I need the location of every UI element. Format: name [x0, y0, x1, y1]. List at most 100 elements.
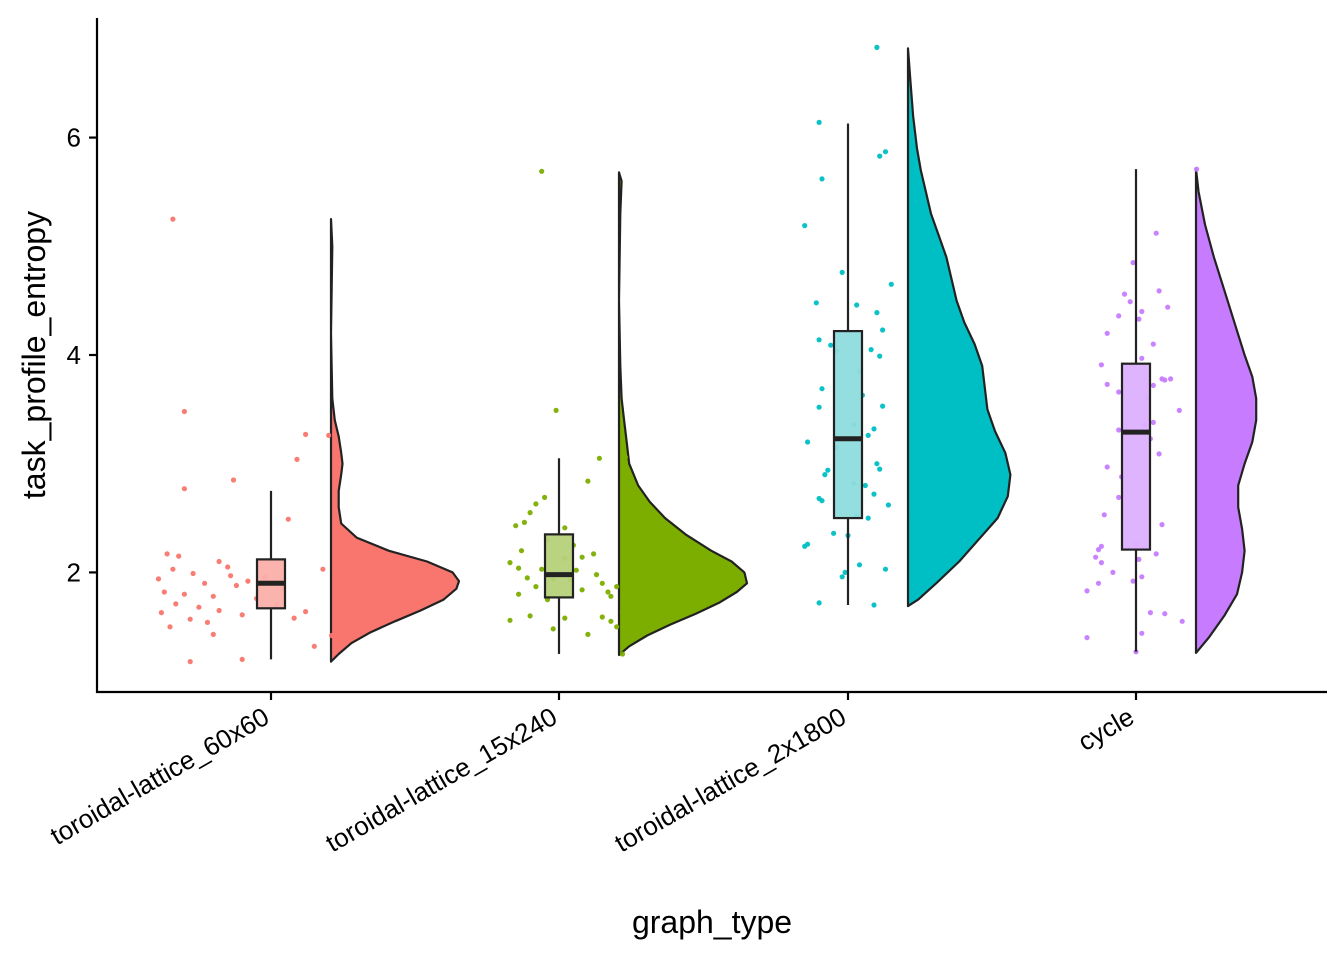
x-tick-label: cycle: [1073, 701, 1139, 757]
data-point: [871, 602, 877, 608]
data-point: [516, 591, 522, 597]
data-point: [1159, 522, 1165, 528]
data-point: [181, 408, 187, 415]
data-point: [173, 601, 179, 607]
x-tick-label: toroidal-lattice_2x1800: [609, 701, 851, 858]
data-point: [822, 472, 828, 478]
data-point: [614, 624, 620, 630]
data-point: [871, 426, 877, 432]
data-point: [874, 461, 880, 467]
data-point: [868, 347, 874, 353]
box-toroidal-lattice_2x1800: [832, 329, 864, 520]
data-point: [593, 572, 600, 578]
data-point: [816, 600, 822, 606]
data-point: [516, 565, 522, 571]
data-point: [524, 575, 530, 581]
data-point: [1139, 308, 1145, 315]
data-point: [585, 478, 591, 484]
data-point: [527, 509, 533, 516]
data-point: [1168, 376, 1174, 382]
data-point: [1130, 578, 1136, 584]
data-point: [225, 564, 231, 570]
data-point: [233, 582, 239, 589]
data-point: [210, 593, 216, 599]
data-point: [1136, 556, 1142, 563]
data-point: [865, 515, 871, 521]
x-tick-label: toroidal-lattice_60x60: [45, 701, 274, 851]
data-point: [885, 502, 892, 508]
data-point: [1130, 260, 1136, 266]
data-point: [802, 543, 808, 549]
data-point: [1153, 551, 1159, 557]
data-point: [326, 432, 332, 438]
data-point: [303, 431, 309, 437]
data-point: [579, 587, 585, 593]
data-point: [1139, 574, 1145, 580]
data-point: [1098, 362, 1104, 368]
data-point: [842, 569, 848, 576]
data-point: [187, 616, 193, 622]
data-point: [294, 456, 300, 462]
data-point: [320, 566, 326, 572]
series-toroidal-lattice_60x60: [155, 216, 461, 665]
data-point: [585, 631, 591, 638]
data-point: [877, 153, 883, 159]
data-point: [311, 643, 317, 649]
data-point: [216, 558, 222, 565]
data-point: [813, 300, 819, 306]
data-point: [562, 525, 568, 531]
data-point: [1095, 547, 1102, 553]
data-point: [828, 342, 834, 348]
data-point: [877, 466, 883, 472]
data-point: [805, 439, 811, 445]
data-point: [1121, 291, 1128, 297]
data-point: [1176, 407, 1182, 413]
data-point: [1165, 304, 1171, 310]
data-point: [608, 618, 614, 624]
y-tick-label: 2: [67, 557, 81, 587]
data-point: [880, 327, 886, 333]
y-tick-label: 6: [67, 123, 81, 153]
data-point: [329, 632, 335, 639]
data-point: [1116, 494, 1122, 500]
data-point: [1104, 381, 1110, 387]
data-point: [1095, 580, 1102, 586]
data-point: [1084, 588, 1090, 594]
plot-area: [155, 44, 1258, 665]
data-point: [622, 454, 629, 460]
data-point: [1156, 288, 1162, 294]
data-point: [158, 610, 164, 616]
violin-cycle: [1194, 168, 1258, 654]
data-point: [874, 44, 880, 51]
data-point: [176, 553, 182, 559]
data-point: [164, 551, 170, 557]
x-axis-title: graph_type: [632, 904, 792, 940]
data-point: [573, 567, 579, 573]
data-point: [245, 578, 251, 584]
data-point: [230, 477, 237, 483]
data-point: [1104, 330, 1110, 336]
data-point: [831, 530, 837, 536]
data-point: [181, 591, 187, 597]
violin-toroidal-lattice_15x240: [617, 171, 749, 657]
data-point: [816, 404, 822, 410]
data-point: [1194, 166, 1200, 172]
data-point: [1156, 451, 1162, 457]
data-point: [1133, 649, 1139, 655]
data-point: [303, 609, 309, 615]
data-point: [888, 281, 894, 287]
data-point: [1104, 464, 1110, 470]
data-point: [819, 176, 825, 182]
data-point: [865, 432, 871, 438]
data-point: [877, 353, 883, 359]
box-toroidal-lattice_15x240: [543, 533, 575, 599]
data-point: [216, 607, 222, 614]
data-point: [187, 659, 193, 665]
data-point: [856, 562, 863, 568]
data-point: [521, 519, 528, 526]
data-point: [1162, 611, 1168, 617]
data-point: [880, 403, 886, 409]
violin-toroidal-lattice_2x1800: [906, 47, 1012, 608]
data-point: [614, 584, 620, 590]
